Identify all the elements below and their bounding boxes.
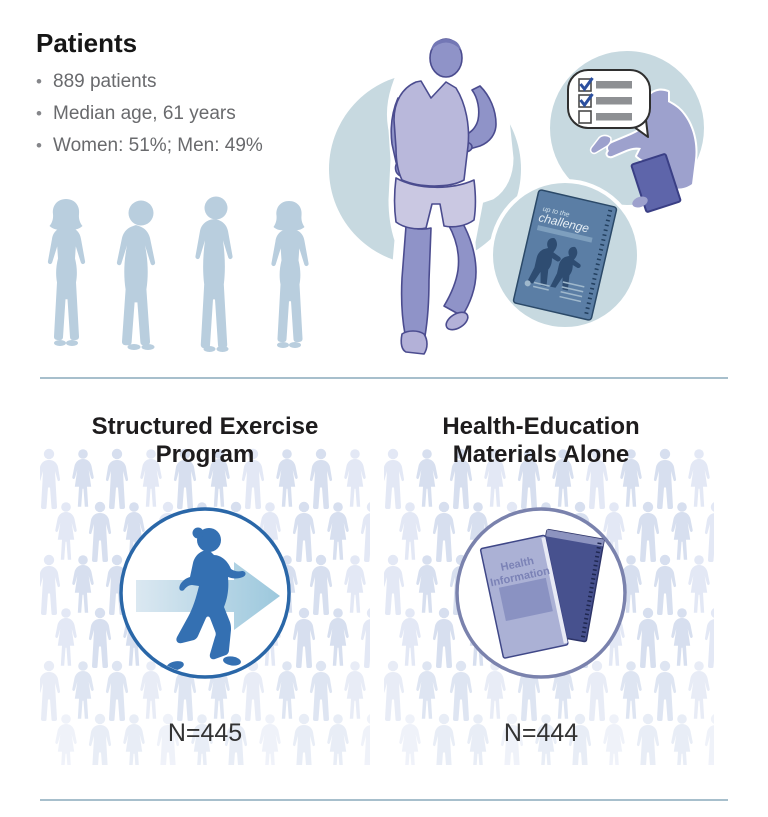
patients-title: Patients <box>36 28 138 58</box>
runner-front-leg <box>400 225 432 337</box>
clinician-hand <box>589 134 612 155</box>
booklet-fineprint <box>559 281 585 303</box>
checkmark-icon <box>579 77 594 92</box>
patients-bullet-list: 889 patients Median age, 61 years Women:… <box>36 66 263 162</box>
divider-top <box>40 377 728 379</box>
checklist-speech-bubble <box>567 69 651 138</box>
runner-front-shoe <box>400 330 428 355</box>
n-label-education: N=444 <box>503 719 579 747</box>
arm-title-education-line1: Health-Education <box>442 413 640 440</box>
bullet-median-age: Median age, 61 years <box>36 98 263 130</box>
arm-title-exercise: Structured Exercise Program <box>40 413 370 469</box>
checklist-rows <box>578 77 632 124</box>
arm-title-education-line2: Materials Alone <box>452 441 630 468</box>
walking-person-icon <box>166 527 246 671</box>
silhouette-woman-2 <box>271 201 309 348</box>
challenge-booklet-icon: up to the challenge <box>512 189 618 321</box>
n-label-exercise: N=445 <box>167 719 243 747</box>
arm-title-education: Health-Education Materials Alone <box>376 413 706 469</box>
education-arm-icon: Health Information <box>455 507 627 679</box>
runner-shirt <box>393 80 470 187</box>
silhouette-woman-1 <box>47 199 86 346</box>
runner-illustration <box>390 38 497 355</box>
arm-title-exercise-line2: Program <box>155 441 255 468</box>
front-booklet: Health Information <box>479 534 569 659</box>
health-booklets-icon: Health Information <box>479 528 605 659</box>
runner-hair <box>431 39 461 50</box>
silhouette-man-heavy <box>116 200 156 350</box>
bullet-sex-split: Women: 51%; Men: 49% <box>36 130 263 162</box>
runner-back-shoe <box>445 311 469 331</box>
silhouette-man-tall <box>195 196 233 352</box>
booklet-walkers <box>526 238 581 291</box>
runner-shorts <box>393 177 477 230</box>
exercise-arm-icon <box>119 507 291 679</box>
checkmark-icon <box>579 93 594 108</box>
bullet-total-patients: 889 patients <box>36 66 263 98</box>
arm-title-exercise-line1: Structured Exercise <box>91 413 319 440</box>
divider-bottom <box>40 799 728 801</box>
patient-silhouettes-icon <box>47 196 309 352</box>
top-illustration-cluster: up to the challenge <box>329 24 708 355</box>
